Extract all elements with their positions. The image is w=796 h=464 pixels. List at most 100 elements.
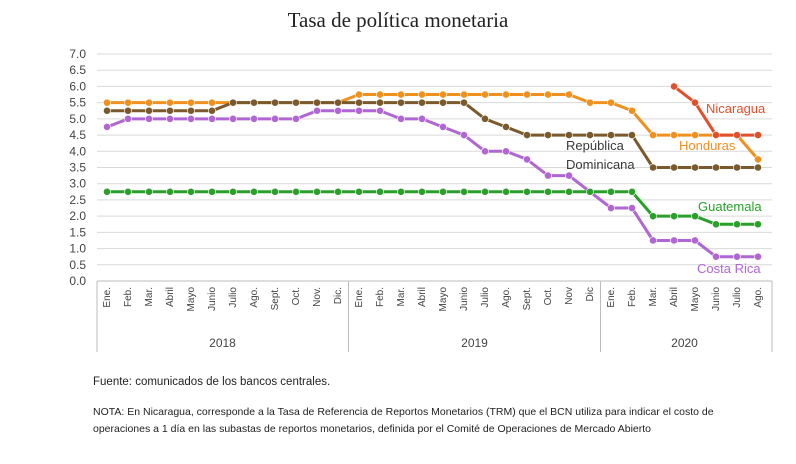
data-point [754, 252, 762, 261]
x-tick-label: Julio [732, 287, 743, 308]
data-point [313, 98, 321, 107]
data-point [376, 187, 384, 196]
data-point [187, 106, 195, 115]
x-tick-label: Feb. [627, 287, 638, 307]
x-tick-label: Julio [480, 287, 491, 308]
data-point [523, 187, 531, 196]
y-tick-label: 0.0 [69, 274, 86, 288]
x-tick-label: Mayo [690, 287, 701, 312]
data-point [460, 187, 468, 196]
data-point [103, 98, 111, 107]
series-label: Nicaragua [706, 101, 766, 116]
x-tick-label: Ago. [753, 287, 764, 308]
data-point [397, 90, 405, 99]
data-point [754, 155, 762, 164]
data-point [649, 163, 657, 172]
data-point [544, 171, 552, 180]
data-point [544, 131, 552, 139]
data-point [712, 220, 720, 229]
x-tick-label: Junio [207, 287, 218, 311]
y-tick-label: 4.0 [69, 144, 86, 158]
data-point [733, 131, 741, 139]
data-point [229, 98, 237, 107]
data-point [166, 114, 174, 123]
data-point [187, 187, 195, 196]
data-point [292, 114, 300, 123]
data-point [124, 106, 132, 115]
data-point [607, 131, 615, 139]
x-axis: Ene. Feb. Mar. Abril Mayo Junio Julio Ago. Sept.… [96, 280, 773, 352]
series-labels: Nicaragua Honduras República Dominicana Guat… [566, 101, 766, 276]
data-point [628, 204, 636, 212]
data-point [166, 106, 174, 115]
y-tick-label: 6.5 [69, 63, 86, 77]
series-nicaragua [670, 82, 762, 139]
data-point [691, 98, 699, 107]
series-honduras [103, 90, 762, 164]
data-point [397, 187, 405, 196]
data-point [334, 106, 342, 115]
data-point [439, 123, 447, 131]
data-point [670, 212, 678, 221]
data-point [712, 252, 720, 261]
data-point [586, 187, 594, 196]
data-point [628, 131, 636, 139]
x-tick-label: Nov. [312, 287, 323, 307]
data-point [649, 131, 657, 139]
data-point [250, 98, 258, 107]
data-point [670, 131, 678, 139]
data-point [208, 114, 216, 123]
x-tick-label: Oct. [543, 287, 554, 305]
y-tick-label: 3.5 [69, 161, 86, 175]
data-point [754, 220, 762, 229]
data-point [439, 187, 447, 196]
footnote: NOTA: En Nicaragua, corresponde a la Tas… [93, 406, 714, 435]
data-point [586, 98, 594, 107]
series-costa-rica [103, 106, 762, 261]
x-tick-label: Dic. [333, 287, 344, 304]
x-tick-label: Ene. [606, 287, 617, 308]
data-point [145, 187, 153, 196]
data-point [544, 187, 552, 196]
source-note: Fuente: comunicados de los bancos centra… [93, 376, 331, 388]
y-tick-label: 1.0 [69, 242, 86, 256]
data-point [481, 90, 489, 99]
data-point [292, 98, 300, 107]
data-point [691, 131, 699, 139]
data-point [229, 114, 237, 123]
data-point [334, 187, 342, 196]
data-point [355, 90, 363, 99]
x-tick-label: Mar. [396, 287, 407, 306]
data-point [754, 163, 762, 172]
x-tick-label: Mar. [648, 287, 659, 306]
data-point [355, 187, 363, 196]
data-point [355, 106, 363, 115]
chart-title: Tasa de política monetaria [287, 8, 509, 32]
data-point [460, 90, 468, 99]
x-tick-label: Julio [228, 287, 239, 308]
y-tick-label: 7.0 [69, 47, 86, 61]
data-point [124, 114, 132, 123]
data-point [607, 98, 615, 107]
series-label: Costa Rica [697, 261, 761, 276]
data-point [523, 155, 531, 164]
data-point [418, 187, 426, 196]
x-tick-label: Junio [459, 287, 470, 311]
x-tick-label: Abril [669, 287, 680, 307]
data-point [418, 114, 426, 123]
x-tick-label: Sept. [522, 287, 533, 310]
data-point [460, 98, 468, 107]
data-point [607, 204, 615, 212]
series-label: Honduras [679, 138, 736, 153]
x-tick-label: Oct. [291, 287, 302, 305]
y-tick-label: 0.5 [69, 258, 86, 272]
data-point [124, 187, 132, 196]
data-point [649, 212, 657, 221]
data-point [670, 163, 678, 172]
data-point [439, 98, 447, 107]
x-tick-label: Sept. [270, 287, 281, 310]
data-point [544, 90, 552, 99]
data-point [565, 171, 573, 180]
data-point [502, 123, 510, 131]
data-point [502, 147, 510, 156]
